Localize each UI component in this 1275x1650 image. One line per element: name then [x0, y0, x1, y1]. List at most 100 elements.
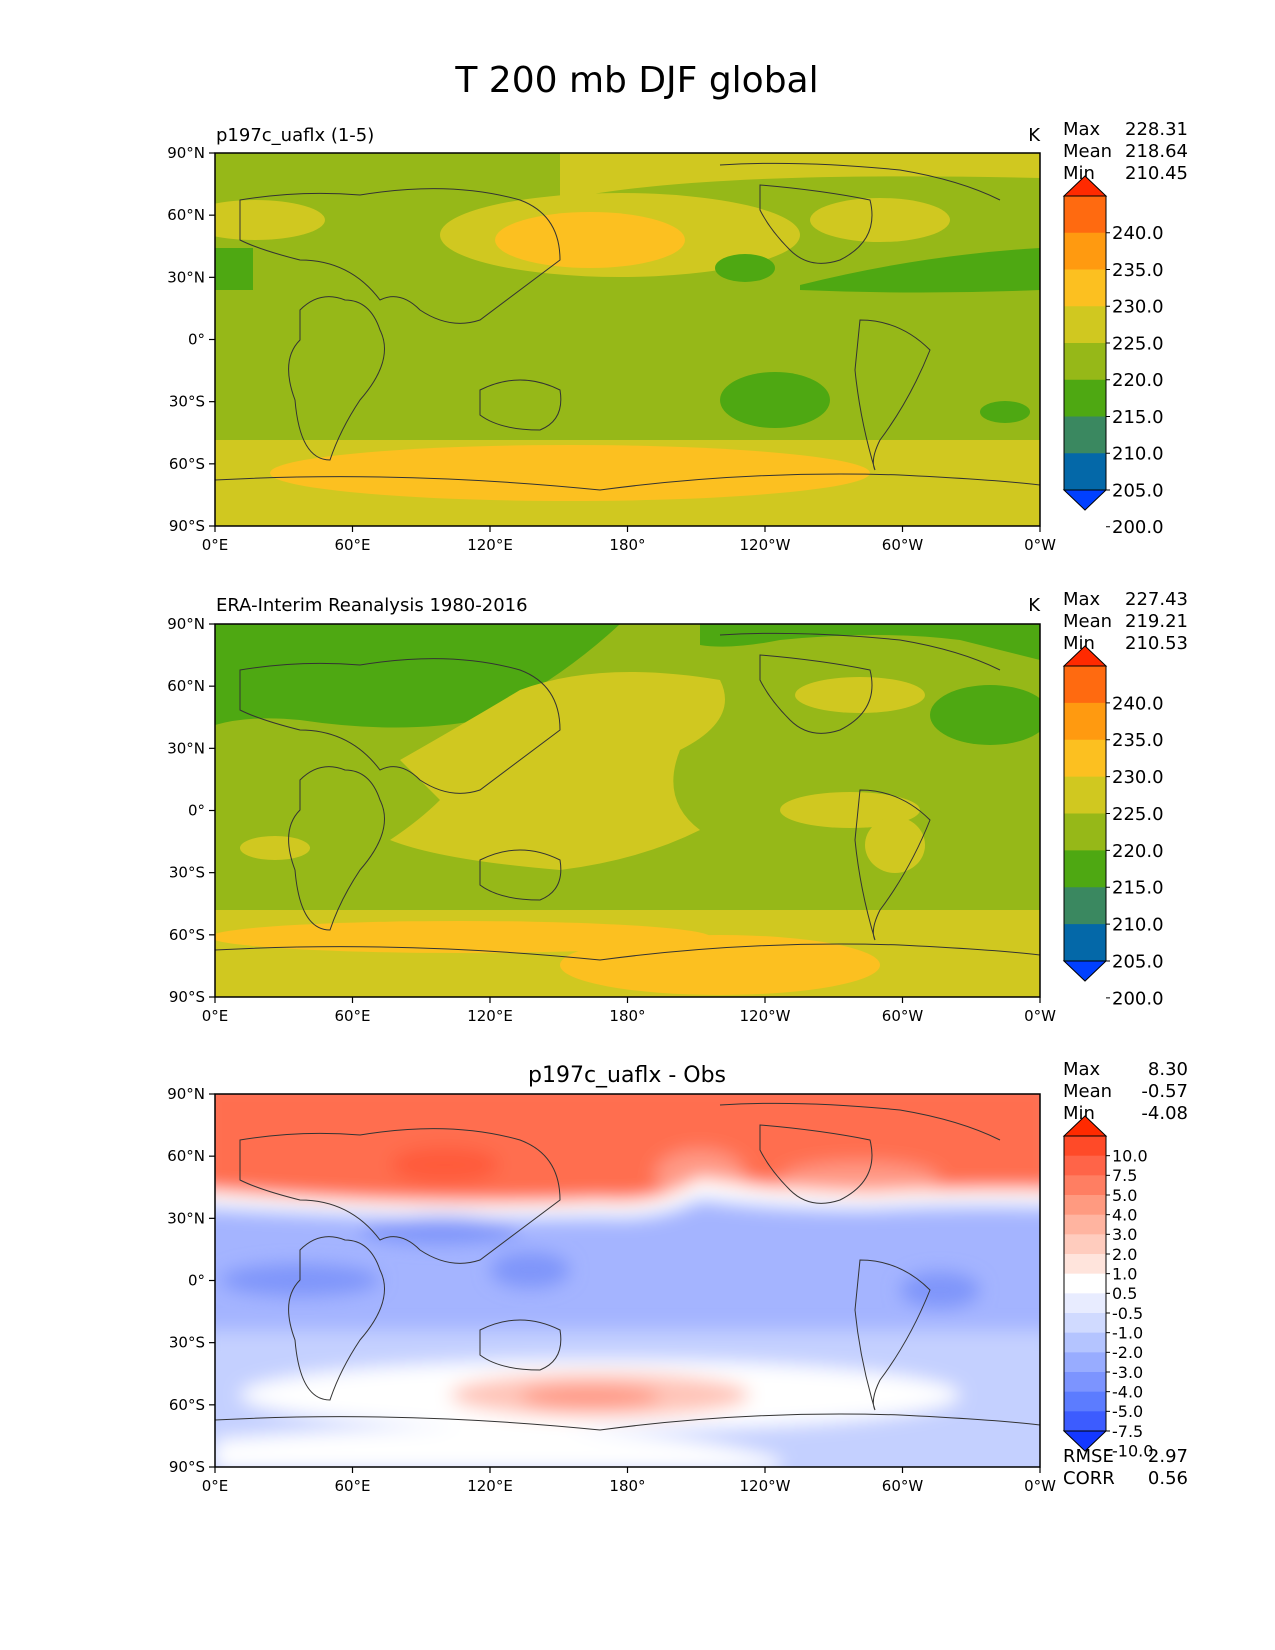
colorbar-bin — [1064, 739, 1106, 778]
field-southern-core-1 — [215, 921, 710, 953]
colorbar-label: 5.0 — [1112, 1186, 1137, 1205]
y-tick-label: 90°N — [167, 615, 205, 633]
x-tick-label: 60°E — [334, 1477, 370, 1495]
colorbar-bin — [1064, 343, 1106, 381]
stats: Max 228.31 Mean 218.64 Min 210.45 — [1063, 119, 1188, 184]
colorbar-label: 200.0 — [1112, 517, 1164, 538]
field-subtropic-low-1 — [715, 254, 775, 282]
colorbar-bin — [1064, 850, 1106, 888]
colorbar-min-arrow — [1062, 960, 1108, 982]
y-tick-label: 90°N — [167, 144, 205, 162]
stat-mean-value: 219.21 — [1125, 611, 1188, 632]
field-pacific-core — [495, 212, 685, 268]
stat-max-value: 228.31 — [1125, 119, 1188, 140]
x-tick-label: 60°W — [882, 536, 924, 554]
x-axis: 0°E 60°E 120°E 180° 120°W 60°W 0°W — [202, 1467, 1056, 1495]
colorbar-label: 2.0 — [1112, 1245, 1137, 1264]
colorbar-label: -4.0 — [1112, 1382, 1143, 1401]
field-south-salmon — [520, 1385, 660, 1409]
colorbar-label: 240.0 — [1112, 693, 1164, 714]
colorbar-label: 240.0 — [1112, 223, 1164, 244]
x-tick-label: 120°W — [740, 1477, 791, 1495]
obs-field — [215, 624, 1040, 997]
model-field — [215, 153, 1040, 526]
colorbar-label: 215.0 — [1112, 878, 1164, 899]
y-tick-label: 0° — [188, 1272, 205, 1290]
colorbar-bin — [1064, 1155, 1106, 1176]
colorbar-label: 220.0 — [1112, 841, 1164, 862]
y-tick-label: 90°N — [167, 1085, 205, 1103]
x-tick-label: 0°E — [202, 1477, 229, 1495]
y-tick-label: 60°N — [167, 206, 205, 224]
colorbar-bin — [1064, 924, 1106, 962]
x-axis: 0°E 60°E 120°E 180° 120°W 60°W 0°W — [202, 997, 1056, 1025]
colorbar-bin — [1064, 776, 1106, 814]
units-label: K — [1028, 125, 1041, 146]
x-tick-label: 120°E — [467, 536, 513, 554]
field-jet-white — [215, 1178, 1040, 1219]
colorbar-label: -0.5 — [1112, 1304, 1143, 1323]
y-tick-label: 30°S — [169, 864, 205, 882]
colorbar-bin — [1064, 1273, 1106, 1294]
stat-max-label: Max — [1063, 119, 1101, 140]
x-tick-label: 60°W — [882, 1007, 924, 1025]
stat-max-value: 227.43 — [1125, 589, 1188, 610]
stat-max-label: Max — [1063, 1059, 1101, 1080]
y-tick-label: 90°S — [169, 517, 205, 535]
colorbar-label: 230.0 — [1112, 767, 1164, 788]
x-tick-label: 120°E — [467, 1007, 513, 1025]
field-west-low — [215, 248, 253, 290]
colorbar-bin — [1064, 1175, 1106, 1196]
field-antarctic-white — [215, 1427, 780, 1467]
field-siberia-core — [390, 1147, 500, 1183]
stat-mean-label: Mean — [1063, 611, 1112, 632]
colorbar-bin — [1064, 1372, 1106, 1393]
colorbar-label: 210.0 — [1112, 915, 1164, 936]
x-tick-label: 60°E — [334, 536, 370, 554]
coastlines — [215, 632, 1040, 961]
field-america-high — [810, 198, 950, 242]
x-tick-label: 120°E — [467, 1477, 513, 1495]
colorbar-bin — [1064, 1136, 1106, 1157]
field-south-pacific-low — [720, 372, 830, 428]
x-tick-label: 0°W — [1024, 1007, 1056, 1025]
colorbar-label: 0.5 — [1112, 1284, 1137, 1303]
field-subtropic-low-2 — [800, 248, 1040, 293]
coastlines — [215, 162, 1040, 491]
colorbar-bin — [1064, 1234, 1106, 1255]
stats: Max 8.30 Mean -0.57 Min -4.08 — [1063, 1059, 1188, 1124]
colorbar-bin — [1064, 232, 1106, 270]
colorbar-bin — [1064, 813, 1106, 851]
y-tick-label: 30°N — [167, 268, 205, 286]
x-tick-label: 60°W — [882, 1477, 924, 1495]
x-tick-label: 60°E — [334, 1007, 370, 1025]
field-atlantic-high — [215, 200, 325, 240]
colorbar-label: 7.5 — [1112, 1166, 1137, 1185]
metric-rmse-value: 2.97 — [1148, 1446, 1188, 1467]
colorbar: 240.0 235.0 230.0 225.0 220.0 215.0 210.0 205.0… — [1062, 645, 1164, 1009]
x-tick-label: 120°W — [740, 536, 791, 554]
metric-corr-label: CORR — [1063, 1468, 1115, 1489]
y-axis: 90°N 60°N 30°N 0° 30°S 60°S 90°S — [167, 615, 215, 1006]
field-tropic-deep-blue-2 — [490, 1252, 570, 1288]
colorbar-bin — [1064, 1313, 1106, 1334]
stat-min-value: -4.08 — [1141, 1103, 1188, 1124]
y-tick-label: 60°N — [167, 677, 205, 695]
colorbar-min-arrow — [1062, 489, 1108, 511]
metrics: RMSE 2.97 CORR 0.56 — [1063, 1446, 1188, 1489]
stat-mean-label: Mean — [1063, 1081, 1112, 1102]
x-axis: 0°E 60°E 120°E 180° 120°W 60°W 0°W — [202, 526, 1056, 554]
x-tick-label: 0°E — [202, 536, 229, 554]
colorbar-label: 230.0 — [1112, 297, 1164, 318]
colorbar-label: -3.0 — [1112, 1363, 1143, 1382]
colorbar-bin — [1064, 1391, 1106, 1412]
x-tick-label: 180° — [609, 1007, 645, 1025]
stat-max-label: Max — [1063, 589, 1101, 610]
colorbar-label: 10.0 — [1112, 1146, 1148, 1165]
colorbar-label: -5.0 — [1112, 1402, 1143, 1421]
x-tick-label: 0°E — [202, 1007, 229, 1025]
colorbar-bin — [1064, 416, 1106, 454]
panel-model: p197c_uaflx (1-5) K Max 228.31 Mean 218.… — [167, 119, 1188, 554]
colorbar-bin — [1064, 379, 1106, 417]
stat-mean-label: Mean — [1063, 141, 1112, 162]
